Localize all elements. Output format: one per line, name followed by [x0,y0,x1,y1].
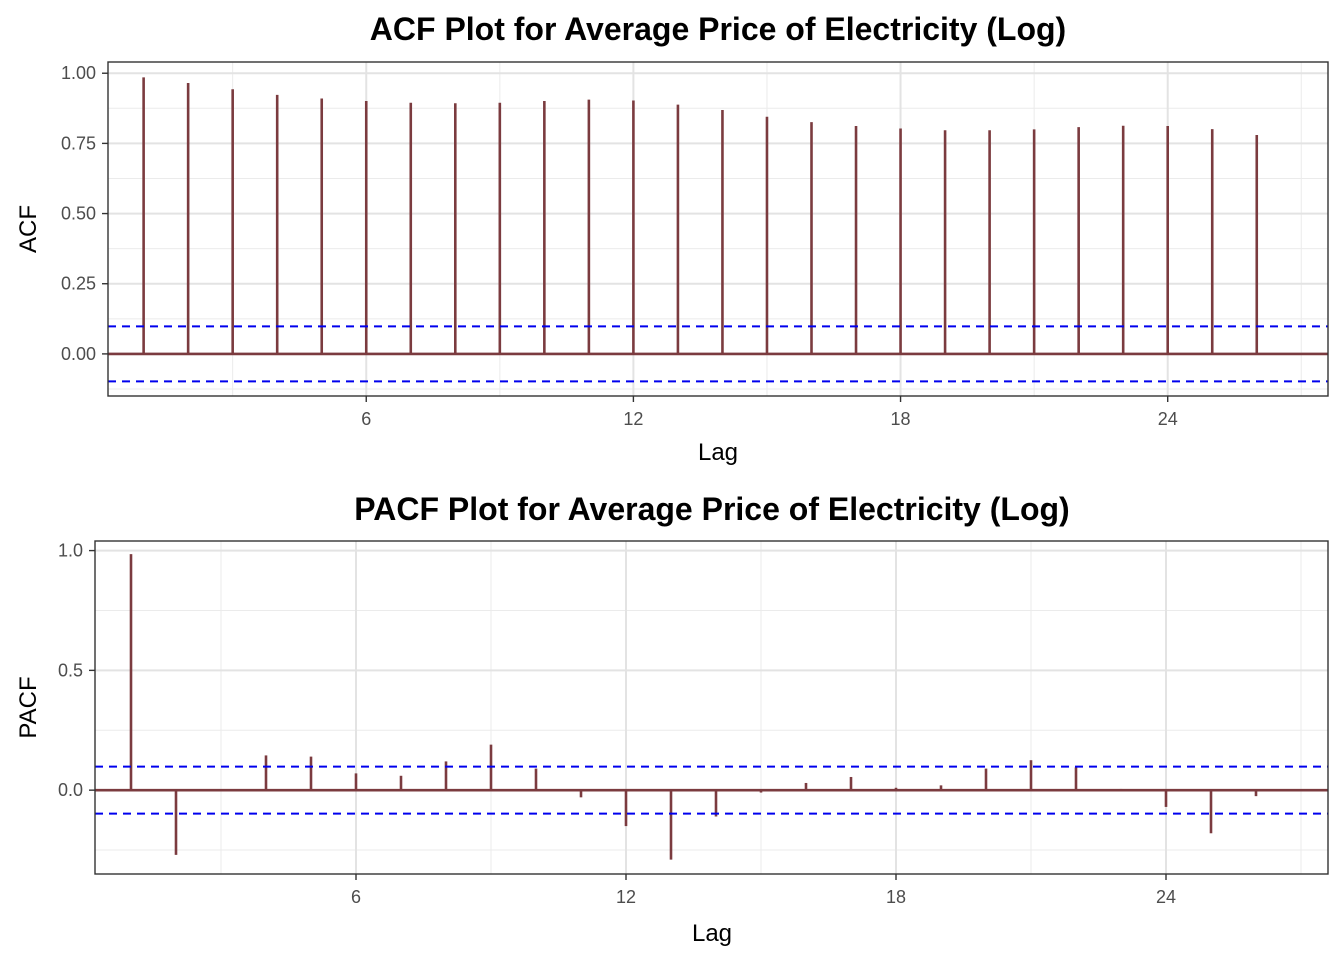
pacf-chart-title: PACF Plot for Average Price of Electrici… [354,491,1069,527]
pacf-x-tick-label: 6 [351,887,361,907]
acf-y-tick-label: 0.75 [61,133,96,153]
pacf-x-axis-title: Lag [692,920,732,947]
acf-panel: 6 12 18 24 0.00 0.25 0.50 0.75 1.00 ACF Plot for … [15,11,1329,466]
pacf-plot-area [95,541,1328,874]
acf-x-axis-title: Lag [698,439,738,466]
pacf-y-tick-label: 0.0 [58,780,83,800]
pacf-y-tick-label: 0.5 [58,660,83,680]
acf-x-tick-label: 12 [623,409,643,429]
acf-y-tick-label: 1.00 [61,63,96,83]
pacf-x-tick-label: 12 [616,887,636,907]
acf-y-axis-title: ACF [15,205,42,253]
acf-chart-title: ACF Plot for Average Price of Electricit… [370,11,1066,47]
pacf-x-tick-label: 18 [886,887,906,907]
acf-y-tick-label: 0.25 [61,274,96,294]
acf-y-tick-label: 0.50 [61,204,96,224]
pacf-panel-border [94,540,1329,875]
pacf-panel: 6 12 18 24 0.0 0.5 1.0 PACF Plot for Average Pr… [15,491,1329,947]
acf-panel-border [107,61,1329,397]
pacf-y-axis-title: PACF [15,676,42,738]
pacf-y-tick-label: 1.0 [58,541,83,561]
acf-y-tick-label: 0.00 [61,344,96,364]
acf-x-tick-label: 24 [1158,409,1178,429]
acf-x-tick-label: 18 [891,409,911,429]
acf-x-tick-label: 6 [361,409,371,429]
pacf-x-tick-label: 24 [1156,887,1176,907]
acf-plot-area [108,62,1328,396]
